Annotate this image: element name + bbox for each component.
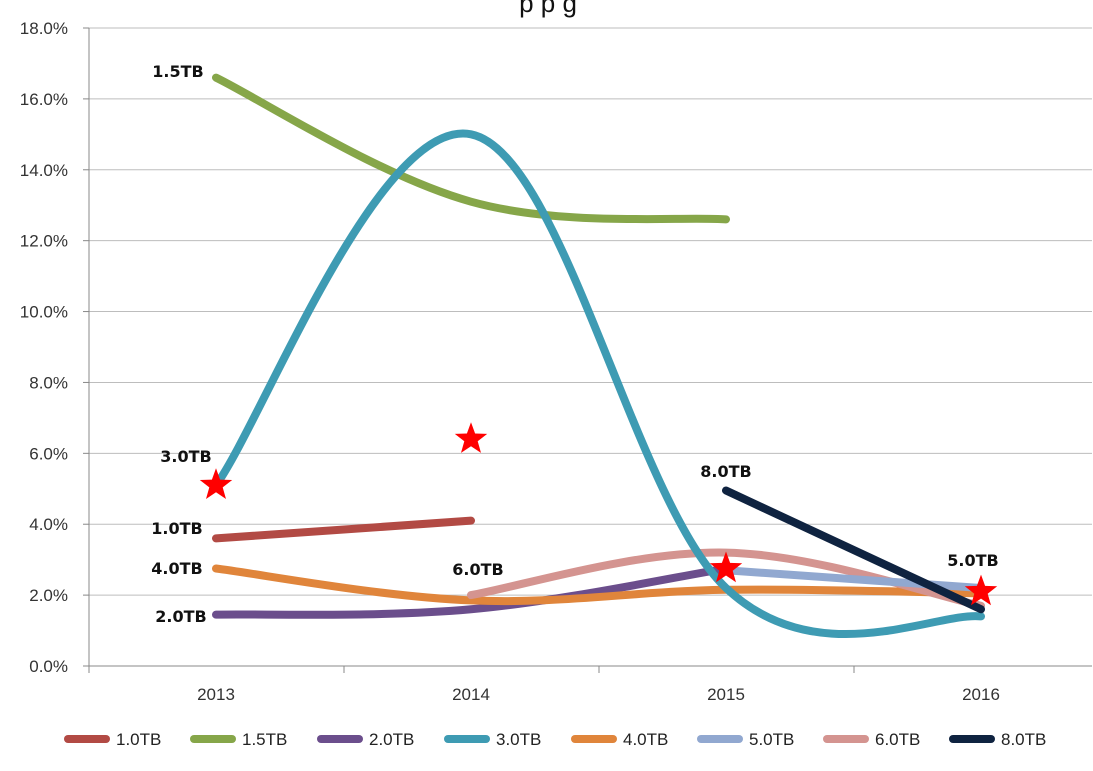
x-tick-label: 2015 — [707, 685, 745, 704]
point-label-5-0tb: 5.0TB — [947, 551, 998, 570]
legend-label: 2.0TB — [369, 730, 414, 749]
legend-label: 4.0TB — [623, 730, 668, 749]
chart-title-fragment: p p g — [519, 0, 577, 18]
point-label-8-0tb: 8.0TB — [700, 462, 751, 481]
point-label-1-0tb: 1.0TB — [151, 519, 202, 538]
point-label-3-0tb: 3.0TB — [160, 447, 211, 466]
y-tick-label: 6.0% — [29, 444, 68, 463]
series-line-3-0tb — [212, 129, 985, 638]
y-tick-label: 14.0% — [20, 161, 68, 180]
star-marker — [709, 551, 743, 583]
legend-label: 5.0TB — [749, 730, 794, 749]
legend-label: 3.0TB — [496, 730, 541, 749]
x-tick-label: 2014 — [452, 685, 490, 704]
series-line-2-0tb — [212, 564, 730, 619]
legend-label: 6.0TB — [875, 730, 920, 749]
y-tick-label: 8.0% — [29, 373, 68, 392]
legend-label: 8.0TB — [1001, 730, 1046, 749]
point-labels: 1.5TB 3.0TB 1.0TB 4.0TB 2.0TB 6.0TB 8.0TB 5.0TB — [151, 62, 998, 626]
point-label-4-0tb: 4.0TB — [151, 559, 202, 578]
star-marker — [964, 574, 998, 606]
legend: 1.0TB 1.5TB 2.0TB 3.0TB 4.0TB 5.0TB 6.0TB 8.0TB — [64, 730, 1046, 749]
point-label-1-5tb: 1.5TB — [152, 62, 203, 81]
gridlines — [83, 27, 1092, 673]
x-axis-tick-labels: 2013 2014 2015 2016 — [197, 685, 1000, 704]
series-line-8-0tb — [722, 486, 985, 614]
y-tick-label: 16.0% — [20, 90, 68, 109]
x-tick-label: 2013 — [197, 685, 235, 704]
y-tick-label: 0.0% — [29, 657, 68, 676]
legend-label: 1.0TB — [116, 730, 161, 749]
series-line-5-0tb — [722, 566, 985, 593]
x-tick-label: 2016 — [962, 685, 1000, 704]
series-line-1-5tb — [212, 73, 730, 224]
point-label-6-0tb: 6.0TB — [452, 560, 503, 579]
y-tick-label: 10.0% — [20, 303, 68, 322]
y-tick-label: 2.0% — [29, 586, 68, 605]
legend-label: 1.5TB — [242, 730, 287, 749]
point-label-2-0tb: 2.0TB — [155, 607, 206, 626]
y-tick-label: 18.0% — [20, 19, 68, 38]
series-line-4-0tb — [212, 564, 985, 606]
series-lines — [212, 73, 985, 638]
star-marker — [454, 422, 488, 453]
star-markers — [199, 422, 998, 606]
star-marker — [199, 468, 233, 499]
y-tick-label: 12.0% — [20, 232, 68, 251]
series-line-1-0tb — [212, 516, 475, 543]
chart-title-text: p p g — [519, 0, 577, 18]
y-axis-tick-labels: 0.0% 2.0% 4.0% 6.0% 8.0% 10.0% 12.0% 14.0% 16.0%… — [20, 19, 68, 676]
y-tick-label: 4.0% — [29, 515, 68, 534]
